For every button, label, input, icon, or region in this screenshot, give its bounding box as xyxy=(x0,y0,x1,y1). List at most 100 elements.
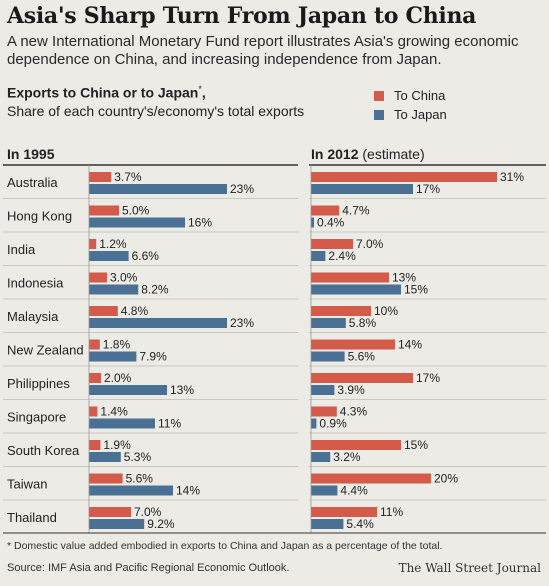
category-label: Thailand xyxy=(7,510,57,525)
bar-japan xyxy=(89,251,129,261)
measure-title: Exports to China or to Japan*, xyxy=(7,84,206,101)
data-label-china: 4.3% xyxy=(340,405,368,419)
data-label-china: 1.4% xyxy=(100,405,128,419)
data-label-china: 11% xyxy=(380,505,403,519)
data-label-china: 4.7% xyxy=(342,204,370,218)
data-label-japan: 6.6% xyxy=(132,249,160,263)
data-label-japan: 2.4% xyxy=(328,249,356,263)
legend-swatch-china xyxy=(374,90,384,101)
footnote: * Domestic value added embodied in expor… xyxy=(7,540,443,552)
bar-japan xyxy=(89,385,167,395)
bar-japan xyxy=(311,519,344,529)
data-label-japan: 5.8% xyxy=(349,316,377,330)
panel-title-note: (estimate) xyxy=(358,146,424,162)
bar-china xyxy=(89,473,123,484)
bar-china xyxy=(311,172,497,182)
data-label-japan: 11% xyxy=(158,417,181,431)
publisher-credit: The Wall Street Journal xyxy=(398,561,541,575)
data-label-japan: 17% xyxy=(416,182,440,196)
measure-title-text: Exports to China or to Japan xyxy=(7,84,199,101)
bar-china xyxy=(311,306,371,316)
data-label-japan: 8.2% xyxy=(141,283,169,297)
bar-china xyxy=(311,507,377,517)
bar-japan xyxy=(311,418,317,429)
measure-subtitle: Share of each country's/economy's total … xyxy=(7,103,305,119)
legend-item-japan: To Japan xyxy=(374,107,447,122)
category-label: New Zealand xyxy=(7,343,84,358)
data-label-china: 4.8% xyxy=(121,304,149,318)
category-label: Malaysia xyxy=(7,309,59,324)
bar-china xyxy=(89,406,98,417)
data-label-china: 7.0% xyxy=(134,505,162,519)
data-label-china: 10% xyxy=(374,304,398,318)
footnote-marker: * xyxy=(198,84,202,94)
bar-china xyxy=(311,440,401,450)
data-label-china: 31% xyxy=(500,170,524,184)
chart-subtitle: A new International Monetary Fund report… xyxy=(7,33,519,68)
bar-china xyxy=(89,339,100,350)
data-label-japan: 7.9% xyxy=(139,350,167,364)
data-label-china: 17% xyxy=(416,371,440,385)
bar-japan xyxy=(311,385,335,395)
data-label-japan: 3.2% xyxy=(333,450,361,464)
data-label-japan: 14% xyxy=(176,484,200,498)
panel-title-main: In 1995 xyxy=(7,146,55,162)
data-label-china: 1.8% xyxy=(103,338,131,352)
bar-china xyxy=(311,239,353,249)
bar-japan xyxy=(311,284,401,295)
bar-japan xyxy=(89,318,227,328)
bar-china xyxy=(89,373,101,383)
bar-china xyxy=(89,306,118,316)
bar-japan xyxy=(89,519,145,529)
category-label: India xyxy=(7,242,36,257)
bar-china xyxy=(89,172,112,182)
data-label-japan: 13% xyxy=(170,383,194,397)
panel-title-0: In 1995 xyxy=(7,146,55,162)
bar-japan xyxy=(311,485,338,496)
bar-japan xyxy=(311,251,326,261)
bar-china xyxy=(311,373,413,383)
category-label: Taiwan xyxy=(7,477,47,492)
category-label: South Korea xyxy=(7,443,80,458)
bar-japan xyxy=(89,217,185,228)
bar-china xyxy=(311,205,340,216)
data-label-china: 1.9% xyxy=(103,438,131,452)
bar-japan xyxy=(311,318,346,328)
data-label-china: 13% xyxy=(392,271,416,285)
data-label-japan: 5.4% xyxy=(346,517,374,531)
bar-japan xyxy=(89,284,139,295)
bar-china xyxy=(311,406,337,417)
bar-china xyxy=(89,440,101,450)
bar-china xyxy=(311,473,431,484)
bar-japan xyxy=(89,452,121,462)
data-label-china: 5.6% xyxy=(126,472,154,486)
bar-japan xyxy=(311,351,345,362)
bar-japan xyxy=(89,485,173,496)
source-note: Source: IMF Asia and Pacific Regional Ec… xyxy=(7,562,290,574)
category-label: Philippines xyxy=(7,376,70,391)
bar-japan xyxy=(89,418,155,429)
chart-title: Asia's Sharp Turn From Japan to China xyxy=(7,3,477,29)
bar-china xyxy=(89,205,119,216)
data-label-china: 7.0% xyxy=(356,237,384,251)
data-label-japan: 0.9% xyxy=(319,417,347,431)
category-label: Hong Kong xyxy=(7,209,72,224)
data-label-china: 15% xyxy=(404,438,428,452)
panel-title-1: In 2012 (estimate) xyxy=(311,146,425,162)
legend-label-china: To China xyxy=(394,88,446,103)
data-label-china: 5.0% xyxy=(122,204,150,218)
data-label-japan: 23% xyxy=(230,182,254,196)
category-label: Australia xyxy=(7,175,58,190)
data-label-japan: 23% xyxy=(230,316,254,330)
legend-item-china: To China xyxy=(374,88,445,103)
legend-label-japan: To Japan xyxy=(394,107,447,122)
data-label-china: 3.7% xyxy=(114,170,142,184)
bar-china xyxy=(311,339,395,350)
data-label-china: 2.0% xyxy=(104,371,132,385)
bar-china xyxy=(89,239,97,249)
data-label-japan: 5.3% xyxy=(124,450,152,464)
bar-china xyxy=(311,272,389,283)
bar-china xyxy=(89,272,107,283)
bar-china xyxy=(89,507,131,517)
data-label-japan: 0.4% xyxy=(317,216,345,230)
